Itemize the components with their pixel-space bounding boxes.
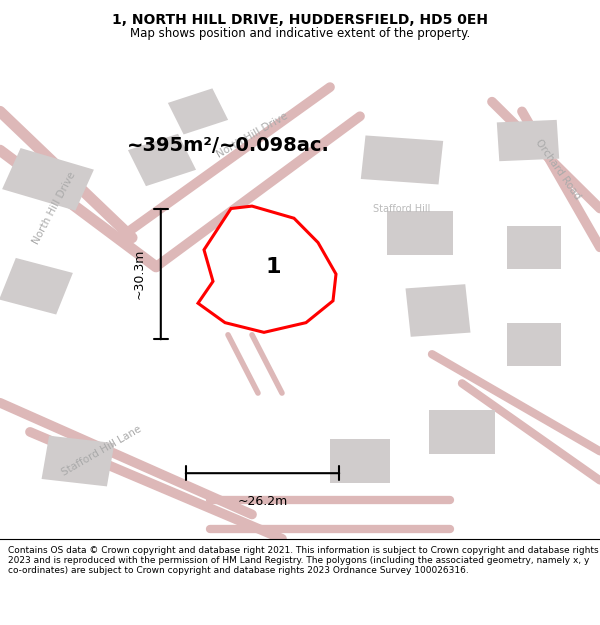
Text: North Hill Drive: North Hill Drive <box>215 111 289 160</box>
Bar <box>387 211 453 254</box>
Text: ~395m²/~0.098ac.: ~395m²/~0.098ac. <box>127 136 329 155</box>
Bar <box>361 136 443 184</box>
Bar <box>168 88 228 134</box>
Bar <box>2 148 94 211</box>
Polygon shape <box>198 206 336 332</box>
Text: Stafford Hill: Stafford Hill <box>373 204 431 214</box>
Bar <box>0 258 73 314</box>
Bar <box>330 439 390 483</box>
Bar <box>41 436 115 486</box>
Bar <box>128 134 196 186</box>
Text: ~26.2m: ~26.2m <box>238 495 287 508</box>
Bar <box>429 410 495 454</box>
Text: North Hill Drive: North Hill Drive <box>31 171 77 246</box>
Text: Map shows position and indicative extent of the property.: Map shows position and indicative extent… <box>130 27 470 40</box>
Text: 1: 1 <box>265 257 281 277</box>
Text: Stafford Hill Lane: Stafford Hill Lane <box>61 424 143 478</box>
Bar <box>406 284 470 337</box>
Text: 1, NORTH HILL DRIVE, HUDDERSFIELD, HD5 0EH: 1, NORTH HILL DRIVE, HUDDERSFIELD, HD5 0… <box>112 13 488 28</box>
Text: Orchard Road: Orchard Road <box>533 138 583 202</box>
Text: ~30.3m: ~30.3m <box>133 249 146 299</box>
Bar <box>497 120 559 161</box>
Bar <box>507 322 561 366</box>
Bar <box>507 226 561 269</box>
Text: Contains OS data © Crown copyright and database right 2021. This information is : Contains OS data © Crown copyright and d… <box>8 546 598 576</box>
